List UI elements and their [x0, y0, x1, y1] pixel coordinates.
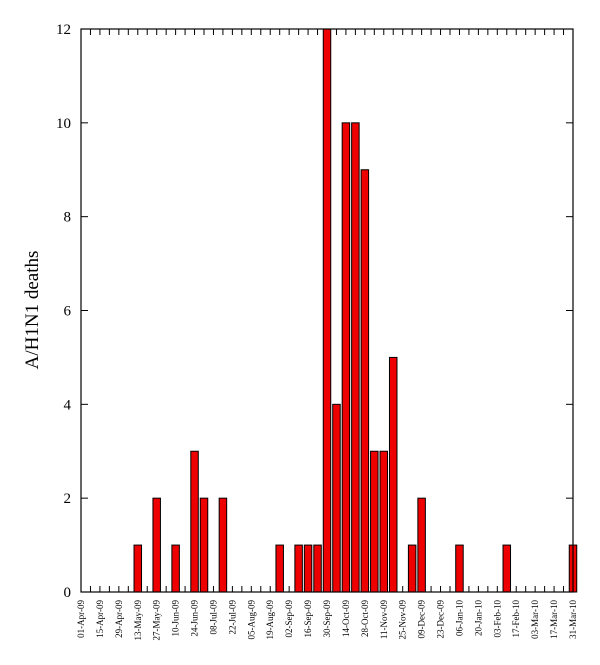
y-tick-label: 10: [56, 116, 71, 132]
bar: [303, 544, 313, 593]
x-tick-label: 31-Mar-10: [568, 600, 578, 639]
bar: [275, 544, 284, 593]
bar: [341, 122, 351, 593]
bar: [199, 497, 209, 593]
bar: [502, 544, 512, 593]
y-tick-label: 4: [64, 397, 72, 413]
bar: [370, 450, 379, 593]
x-tick-label: 23-Dec-09: [436, 600, 446, 639]
x-tick-label: 28-Oct-09: [360, 600, 370, 637]
bar: [171, 544, 180, 593]
bar: [407, 544, 417, 593]
bar: [332, 403, 341, 593]
y-axis: 0 2 4 6 8 10 12: [56, 22, 573, 601]
x-tick-label: 09-Dec-09: [417, 600, 427, 639]
bar: [417, 497, 426, 593]
x-tick-label: 15-Apr-09: [95, 600, 105, 638]
x-tick-label: 29-Apr-09: [114, 600, 124, 638]
bar: [379, 450, 389, 593]
bar: [313, 544, 322, 593]
x-tick-label: 22-Jul-09: [227, 600, 237, 635]
bar: [218, 497, 228, 593]
x-tick-label: 06-Jan-10: [454, 600, 464, 636]
x-tick-label: 03-Feb-10: [492, 600, 502, 638]
bar-series: [133, 28, 578, 593]
x-tick-label: 10-Jun-09: [171, 600, 181, 637]
bar: [322, 28, 332, 593]
x-tick-label: 24-Jun-09: [190, 600, 200, 637]
x-tick-label: 11-Nov-09: [379, 600, 389, 640]
bar: [152, 497, 161, 593]
x-tick-label: 17-Mar-10: [549, 600, 559, 639]
x-axis: 01-Apr-09 15-Apr-09 29-Apr-09 13-May-09 27-M…: [76, 29, 578, 641]
x-tick-label: 19-Aug-09: [265, 600, 275, 640]
bar: [294, 544, 303, 593]
bar: [360, 169, 370, 593]
x-tick-label: 14-Oct-09: [341, 600, 351, 637]
x-tick-label: 20-Jan-10: [473, 600, 483, 636]
y-tick-label: 6: [64, 304, 72, 320]
x-tick-label: 16-Sep-09: [303, 600, 313, 638]
x-tick-label: 01-Apr-09: [76, 600, 86, 638]
bar: [388, 356, 398, 593]
x-tick-label: 02-Sep-09: [284, 600, 294, 638]
bar: [455, 544, 464, 593]
x-tick-label: 27-May-09: [152, 600, 162, 641]
bar: [133, 544, 143, 593]
x-tick-label: 08-Jul-09: [208, 600, 218, 635]
bar: [351, 122, 360, 593]
x-tick-label: 03-Mar-10: [530, 600, 540, 639]
x-tick-label: 25-Nov-09: [398, 600, 408, 640]
plot-frame: [80, 28, 574, 593]
x-tick-label: 17-Feb-10: [511, 600, 521, 638]
x-tick-label: 30-Sep-09: [322, 600, 332, 638]
x-tick-label: 05-Aug-09: [246, 600, 256, 640]
y-tick-label: 0: [64, 585, 72, 601]
y-tick-label: 8: [64, 210, 72, 226]
x-tick-label: 13-May-09: [133, 600, 143, 641]
y-tick-label: 12: [56, 22, 71, 38]
y-axis-title: A/H1N1 deaths: [22, 251, 43, 370]
bar: [190, 450, 199, 593]
y-tick-label: 2: [64, 491, 72, 507]
